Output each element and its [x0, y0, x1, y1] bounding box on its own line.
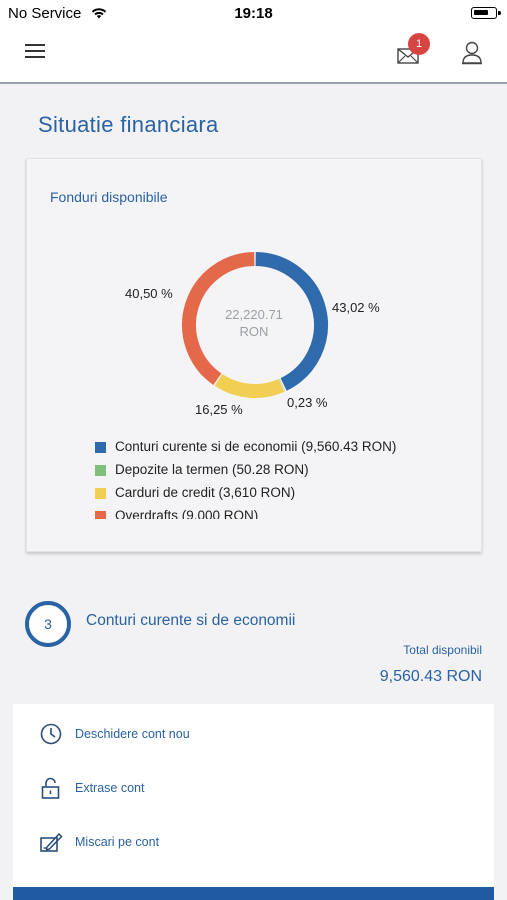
legend-item: Depozite la termen (50.28 RON) — [95, 460, 475, 483]
menu-button[interactable] — [25, 42, 47, 60]
center-amount: 22,220.71 — [225, 307, 283, 322]
legend-label: Overdrafts (9,000 RON) — [115, 508, 259, 519]
bottom-bar — [13, 887, 494, 900]
chart-legend: Conturi curente si de economii (9,560.43… — [95, 437, 475, 519]
slice-carduri — [214, 373, 285, 398]
legend-item: Carduri de credit (3,610 RON) — [95, 483, 475, 506]
center-currency: RON — [239, 324, 269, 339]
open-new-account-button[interactable]: Deschidere cont nou — [13, 712, 494, 756]
pct-label-conturi: 43,02 % — [332, 300, 380, 315]
clock: 19:18 — [234, 5, 273, 22]
edit-document-icon — [40, 832, 63, 852]
status-bar: No Service 19:18 — [0, 0, 507, 28]
profile-icon[interactable] — [460, 40, 484, 66]
legend-item: Conturi curente si de economii (9,560.43… — [95, 437, 475, 460]
accounts-title[interactable]: Conturi curente si de economii — [86, 612, 296, 629]
funds-heading: Fonduri disponibile — [50, 189, 168, 205]
legend-swatch — [95, 465, 106, 476]
slice-conturi — [255, 252, 328, 391]
clock-icon — [40, 723, 62, 745]
legend-label: Depozite la termen (50.28 RON) — [115, 462, 309, 477]
legend-label: Carduri de credit (3,610 RON) — [115, 485, 296, 500]
action-label: Miscari pe cont — [75, 835, 160, 849]
funds-card — [26, 158, 482, 552]
legend-label: Conturi curente si de economii (9,560.43… — [115, 439, 397, 454]
total-available-label: Total disponibil — [403, 643, 482, 657]
legend-swatch — [95, 442, 106, 453]
legend-item: Overdrafts (9,000 RON) — [95, 506, 475, 519]
page-title: Situatie financiara — [38, 112, 219, 137]
total-available-value: 9,560.43 RON — [379, 668, 482, 685]
action-label: Deschidere cont nou — [75, 727, 190, 741]
pct-label-overdrafts: 40,50 % — [125, 286, 173, 301]
nav-bar — [0, 28, 507, 84]
battery-icon — [471, 7, 501, 19]
statements-button[interactable]: Extrase cont — [13, 766, 494, 810]
chart-center-value: 22,220.71 RON — [195, 306, 313, 340]
pct-label-depozite: 0,23 % — [287, 395, 328, 410]
accounts-card[interactable] — [13, 590, 494, 704]
notification-badge: 1 — [408, 33, 430, 55]
legend-swatch — [95, 488, 106, 499]
account-actions: Deschidere cont nou Extrase cont Miscari… — [13, 704, 494, 887]
donut-chart — [182, 252, 328, 398]
account-count-badge: 3 — [25, 601, 71, 647]
carrier-label: No Service — [8, 5, 82, 22]
wifi-icon — [91, 8, 107, 19]
legend-swatch — [95, 511, 106, 519]
pct-label-carduri: 16,25 % — [195, 402, 243, 417]
unlock-icon — [41, 777, 60, 799]
slice-overdrafts — [182, 252, 255, 385]
action-label: Extrase cont — [75, 781, 145, 795]
account-transactions-button[interactable]: Miscari pe cont — [13, 820, 494, 864]
